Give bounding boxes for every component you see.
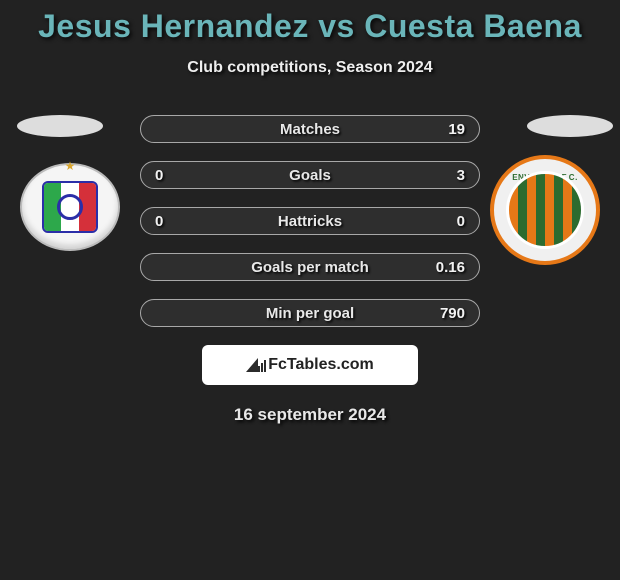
stat-row: Matches 19 [140, 115, 480, 143]
star-icon: ★ [65, 159, 76, 173]
stat-label: Goals per match [205, 259, 415, 276]
stat-right-value: 19 [415, 121, 465, 138]
stat-right-value: 790 [415, 305, 465, 322]
club-badge-left: ★ [20, 163, 120, 251]
comparison-panel: ★ ENVIGADO F.C. Matches 19 0 Goals 3 0 [0, 115, 620, 425]
stat-right-value: 3 [415, 167, 465, 184]
stat-right-value: 0.16 [415, 259, 465, 276]
stat-label: Hattricks [205, 213, 415, 230]
striped-shield-icon [506, 171, 584, 249]
stat-label: Min per goal [205, 305, 415, 322]
stat-label: Goals [205, 167, 415, 184]
source-logo: FcTables.com [202, 345, 418, 385]
player-photo-placeholder-right [527, 115, 613, 137]
subtitle: Club competitions, Season 2024 [0, 59, 620, 77]
player-photo-placeholder-left [17, 115, 103, 137]
chart-icon [246, 358, 264, 372]
stat-left-value: 0 [155, 167, 205, 184]
club-badge-right: ENVIGADO F.C. [490, 155, 600, 265]
source-logo-text: FcTables.com [268, 356, 374, 374]
stat-label: Matches [205, 121, 415, 138]
stats-list: Matches 19 0 Goals 3 0 Hattricks 0 Goals… [140, 115, 480, 327]
stat-row: Min per goal 790 [140, 299, 480, 327]
capture-date: 16 september 2024 [0, 405, 620, 425]
page-title: Jesus Hernandez vs Cuesta Baena [0, 0, 620, 45]
stat-left-value: 0 [155, 213, 205, 230]
stat-row: 0 Hattricks 0 [140, 207, 480, 235]
stat-right-value: 0 [415, 213, 465, 230]
stat-row: Goals per match 0.16 [140, 253, 480, 281]
ring-icon [57, 194, 83, 220]
stat-row: 0 Goals 3 [140, 161, 480, 189]
